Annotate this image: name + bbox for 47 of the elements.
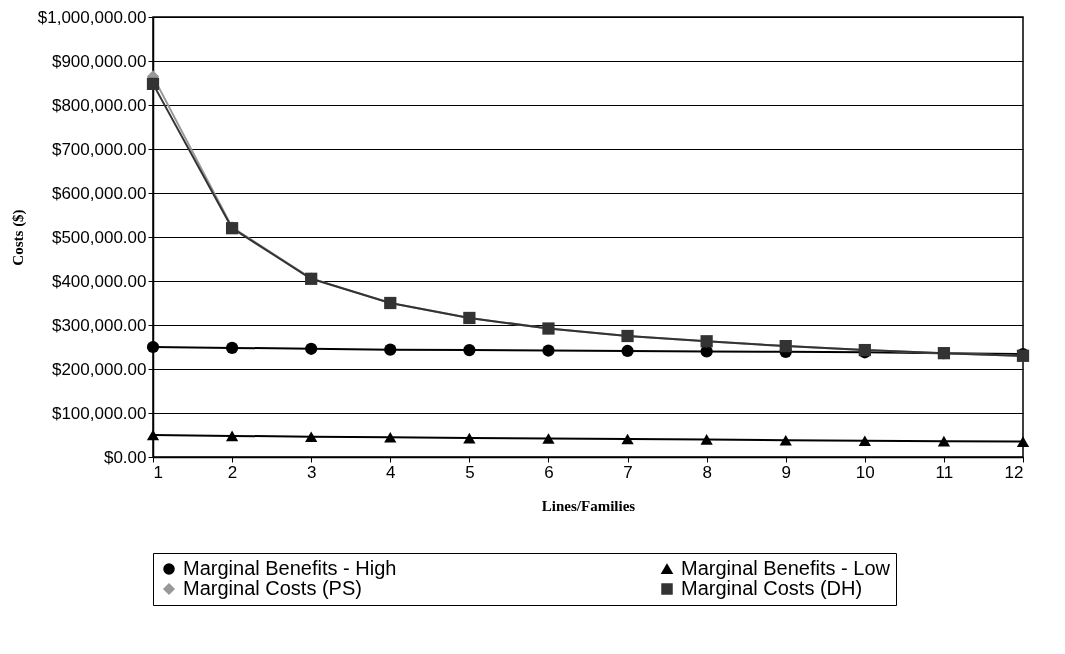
- legend-label: Marginal Benefits - High: [183, 557, 397, 579]
- point: [621, 344, 634, 358]
- point: [225, 341, 239, 354]
- y-tick-label: $900,000.00: [51, 51, 147, 71]
- point: [463, 432, 476, 444]
- point: [225, 430, 239, 442]
- point: [305, 342, 318, 355]
- y-tick-label: $200,000.00: [51, 359, 147, 379]
- x-tick-label: 2: [227, 462, 238, 482]
- x-tick-label: 8: [702, 462, 712, 482]
- x-tick-label: 3: [306, 462, 317, 482]
- point: [937, 435, 951, 447]
- legend-label: Marginal Benefits - Low: [681, 557, 891, 579]
- point: [700, 434, 713, 445]
- x-tick-label: 7: [623, 462, 633, 482]
- x-axis-title: Lines/Families: [541, 497, 636, 514]
- point: [621, 433, 634, 445]
- y-tick-label: $700,000.00: [51, 139, 147, 159]
- point: [384, 431, 397, 443]
- y-tick-label: $400,000.00: [51, 271, 147, 291]
- y-tick-label: $300,000.00: [51, 315, 147, 335]
- x-tick-label: 4: [386, 462, 396, 482]
- x-tick-label: 11: [935, 462, 954, 482]
- y-tick-label: $1,000,000.00: [37, 7, 147, 27]
- y-tick-label: $500,000.00: [51, 227, 147, 247]
- point: [305, 431, 318, 443]
- point: [146, 340, 160, 354]
- x-tick-label: 9: [781, 462, 791, 482]
- y-tick-label: $800,000.00: [51, 95, 147, 115]
- y-tick-label: $100,000.00: [51, 403, 147, 423]
- x-tick-label: 6: [544, 462, 554, 482]
- point: [463, 343, 476, 357]
- x-tick-label: 5: [465, 462, 475, 482]
- x-tick-label: 12: [1004, 462, 1024, 482]
- point: [384, 343, 397, 356]
- point: [858, 435, 871, 447]
- y-tick-label: $600,000.00: [51, 183, 147, 203]
- point: [146, 429, 160, 441]
- point: [779, 434, 792, 446]
- point: [146, 77, 160, 90]
- point: [542, 344, 555, 357]
- point: [1016, 436, 1030, 447]
- y-tick-label: $0.00: [103, 447, 147, 467]
- y-axis-title: Costs ($): [9, 209, 27, 266]
- x-tick-label: 1: [153, 462, 163, 482]
- point: [542, 433, 555, 444]
- x-tick-label: 10: [855, 462, 875, 482]
